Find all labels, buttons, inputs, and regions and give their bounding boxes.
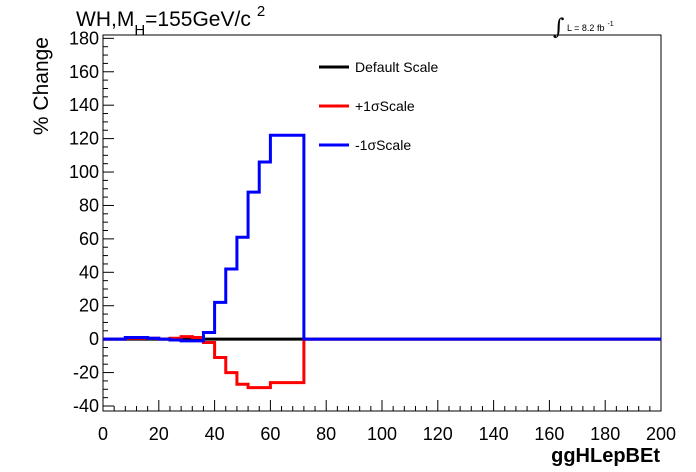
title-superscript: 2 bbox=[257, 3, 265, 20]
y-axis-tick-labels: -40 -20 0 20 40 60 80 100 120 140 160 180 bbox=[69, 28, 99, 416]
y-tick-label: 160 bbox=[69, 62, 99, 82]
plot-frame bbox=[102, 34, 662, 412]
title-value: =155GeV/c bbox=[145, 8, 251, 31]
x-tick-label: 0 bbox=[98, 424, 108, 444]
y-tick-label: 120 bbox=[69, 129, 99, 149]
y-tick-label: 80 bbox=[79, 195, 99, 215]
lumi-integral-icon: ∫ bbox=[553, 15, 565, 40]
x-axis-ticks bbox=[102, 400, 662, 411]
title-prefix: WH,M bbox=[76, 8, 134, 31]
y-tick-label: 140 bbox=[69, 95, 99, 115]
y-tick-label: 40 bbox=[79, 262, 99, 282]
y-tick-label: 0 bbox=[89, 329, 99, 349]
x-tick-label: 160 bbox=[534, 424, 564, 444]
series-line-2 bbox=[103, 133, 661, 343]
chart-title: WH,MH=155GeV/c 2 bbox=[76, 3, 265, 39]
x-axis-tick-labels: 0 20 40 60 80 100 120 140 160 180 200 bbox=[98, 424, 676, 444]
legend: Default Scale +1σScale -1σScale bbox=[319, 59, 438, 153]
y-tick-label: -40 bbox=[73, 396, 99, 416]
legend-label-default: Default Scale bbox=[355, 59, 438, 75]
series-lines bbox=[103, 133, 661, 390]
series-line-1 bbox=[103, 335, 661, 390]
y-tick-label: 60 bbox=[79, 229, 99, 249]
x-tick-label: 120 bbox=[423, 424, 453, 444]
legend-label-minus1sigma: -1σScale bbox=[355, 137, 411, 153]
y-tick-label: 180 bbox=[69, 28, 99, 48]
lumi-text: L = 8.2 fb bbox=[567, 23, 604, 33]
y-axis-title: % Change bbox=[30, 37, 53, 135]
lumi-label: L = 8.2 fb -1 bbox=[567, 21, 614, 33]
y-tick-label: 20 bbox=[79, 296, 99, 316]
x-tick-label: 20 bbox=[149, 424, 169, 444]
y-tick-label: -20 bbox=[73, 363, 99, 383]
x-tick-label: 200 bbox=[646, 424, 676, 444]
x-tick-label: 140 bbox=[479, 424, 509, 444]
lumi-superscript: -1 bbox=[607, 21, 613, 28]
y-tick-label: 100 bbox=[69, 162, 99, 182]
x-tick-label: 80 bbox=[316, 424, 336, 444]
legend-label-plus1sigma: +1σScale bbox=[355, 98, 415, 114]
y-axis-ticks bbox=[103, 37, 114, 407]
x-tick-label: 100 bbox=[367, 424, 397, 444]
x-axis-title: ggHLepBEt bbox=[551, 445, 660, 467]
title-subscript: H bbox=[134, 22, 145, 39]
x-tick-label: 40 bbox=[205, 424, 225, 444]
x-tick-label: 60 bbox=[260, 424, 280, 444]
x-tick-label: 180 bbox=[590, 424, 620, 444]
